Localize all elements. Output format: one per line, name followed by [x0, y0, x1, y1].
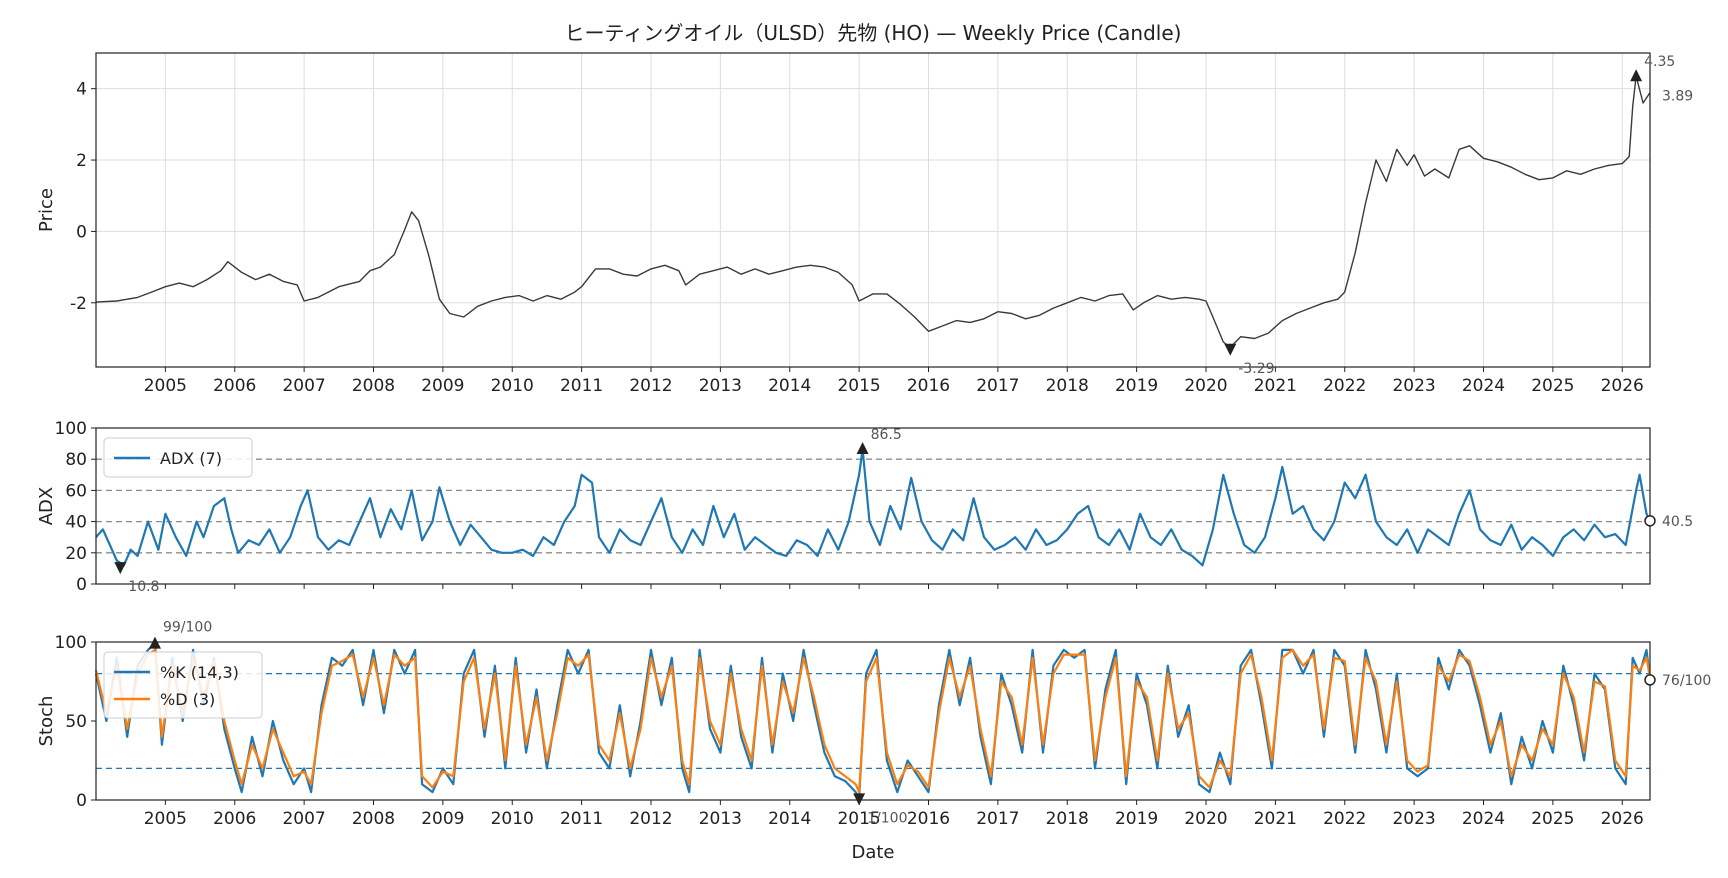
- y-axis-label: Stoch: [36, 696, 57, 747]
- y-tick-label: 60: [65, 481, 87, 501]
- y-axis-label: Price: [36, 188, 57, 232]
- x-tick-label: 2020: [1184, 376, 1227, 396]
- min-marker: [853, 793, 866, 806]
- x-tick-label: 2024: [1462, 809, 1505, 829]
- max-marker: [148, 636, 161, 649]
- x-tick-label: 2009: [421, 809, 464, 829]
- x-tick-label: 2016: [907, 809, 950, 829]
- annotation-label: 99/100: [163, 620, 212, 636]
- x-tick-label: 2019: [1115, 376, 1158, 396]
- plot-frame: [95, 52, 1651, 368]
- x-tick-label: 2010: [491, 809, 534, 829]
- series-line-price-0: [95, 75, 1651, 349]
- x-tick-label: 2018: [1046, 809, 1089, 829]
- legend-box: [103, 437, 253, 478]
- y-tick-label: 40: [65, 513, 87, 533]
- y-tick-label: 100: [55, 633, 87, 653]
- annotation-label: -3.29: [1238, 361, 1274, 377]
- annotation-label: 10.8: [128, 579, 159, 595]
- y-tick-label: 0: [76, 791, 87, 811]
- x-tick-label: 2007: [282, 376, 325, 396]
- x-tick-label: 2019: [1115, 809, 1158, 829]
- last-marker: [1644, 674, 1656, 686]
- panel-stoch: 0 50 100 2005 2006 2007 2008 2009 2010 2011 2012 20…: [36, 620, 1711, 863]
- x-tick-label: 2025: [1531, 376, 1574, 396]
- x-tick-label: 2015: [837, 376, 880, 396]
- x-tick-label: 2026: [1601, 809, 1644, 829]
- annotation-label: 1/100: [867, 810, 907, 826]
- x-tick-label: 2020: [1184, 809, 1227, 829]
- x-axis-label: Date: [851, 842, 894, 863]
- y-tick-label: 0: [76, 222, 87, 242]
- legend-label: %D (3): [160, 690, 215, 709]
- legend-box: [103, 651, 263, 719]
- x-tick-label: 2023: [1392, 809, 1435, 829]
- x-tick-label: 2021: [1254, 376, 1297, 396]
- series-line-stoch-1: [94, 648, 1652, 794]
- x-tick-label: 2010: [491, 376, 534, 396]
- x-tick-label: 2014: [768, 809, 811, 829]
- x-tick-label: 2011: [560, 376, 603, 396]
- x-tick-label: 2024: [1462, 376, 1505, 396]
- x-tick-label: 2012: [629, 376, 672, 396]
- last-marker: [1644, 515, 1656, 527]
- x-tick-label: 2022: [1323, 376, 1366, 396]
- x-tick-label: 2007: [282, 809, 325, 829]
- x-tick-label: 2008: [352, 376, 395, 396]
- x-tick-label: 2026: [1601, 376, 1644, 396]
- annotation-label: 3.89: [1662, 89, 1693, 105]
- x-tick-label: 2006: [213, 809, 256, 829]
- x-tick-label: 2015: [837, 809, 880, 829]
- annotation-label: 4.35: [1644, 54, 1675, 70]
- y-tick-label: 2: [76, 151, 87, 171]
- annotation-label: 40.5: [1662, 514, 1693, 530]
- y-tick-label: 20: [65, 544, 87, 564]
- x-tick-label: 2011: [560, 809, 603, 829]
- x-tick-label: 2018: [1046, 376, 1089, 396]
- x-tick-label: 2021: [1254, 809, 1297, 829]
- x-tick-label: 2005: [144, 376, 187, 396]
- x-tick-label: 2005: [144, 809, 187, 829]
- legend-label: %K (14,3): [160, 663, 239, 682]
- panel-price: -2 0 2 4 2005 2006 2007 2008 2009 2010 2011 2012 201…: [36, 21, 1693, 396]
- min-marker: [114, 562, 127, 575]
- x-tick-label: 2009: [421, 376, 464, 396]
- max-marker: [1630, 69, 1643, 82]
- plot-frame: [95, 427, 1651, 585]
- annotation-label: 86.5: [871, 427, 902, 443]
- min-marker: [1224, 343, 1237, 356]
- annotation-label: 76/100: [1662, 673, 1711, 689]
- chart-title: ヒーティングオイル（ULSD）先物 (HO) — Weekly Price (C…: [565, 21, 1182, 45]
- x-tick-label: 2025: [1531, 809, 1574, 829]
- x-tick-label: 2013: [699, 809, 742, 829]
- legend-label: ADX (7): [160, 449, 222, 468]
- panel-adx: 0 20 40 60 80 100 ADX 86.5 10.8 40.5 ADX (7): [36, 419, 1693, 595]
- y-tick-label: 100: [55, 419, 87, 439]
- y-tick-label: 50: [65, 712, 87, 732]
- y-tick-label: 0: [76, 575, 87, 595]
- x-tick-label: 2017: [976, 809, 1019, 829]
- x-tick-label: 2017: [976, 376, 1019, 396]
- x-tick-label: 2022: [1323, 809, 1366, 829]
- x-tick-label: 2014: [768, 376, 811, 396]
- x-tick-label: 2008: [352, 809, 395, 829]
- x-tick-label: 2023: [1392, 376, 1435, 396]
- max-marker: [856, 442, 869, 455]
- series-line-adx-0: [95, 448, 1651, 567]
- y-tick-label: 4: [76, 80, 87, 100]
- x-tick-label: 2016: [907, 376, 950, 396]
- y-axis-label: ADX: [36, 487, 57, 526]
- x-tick-label: 2012: [629, 809, 672, 829]
- y-tick-label: 80: [65, 450, 87, 470]
- x-tick-label: 2006: [213, 376, 256, 396]
- x-tick-label: 2013: [699, 376, 742, 396]
- y-tick-label: -2: [70, 294, 87, 314]
